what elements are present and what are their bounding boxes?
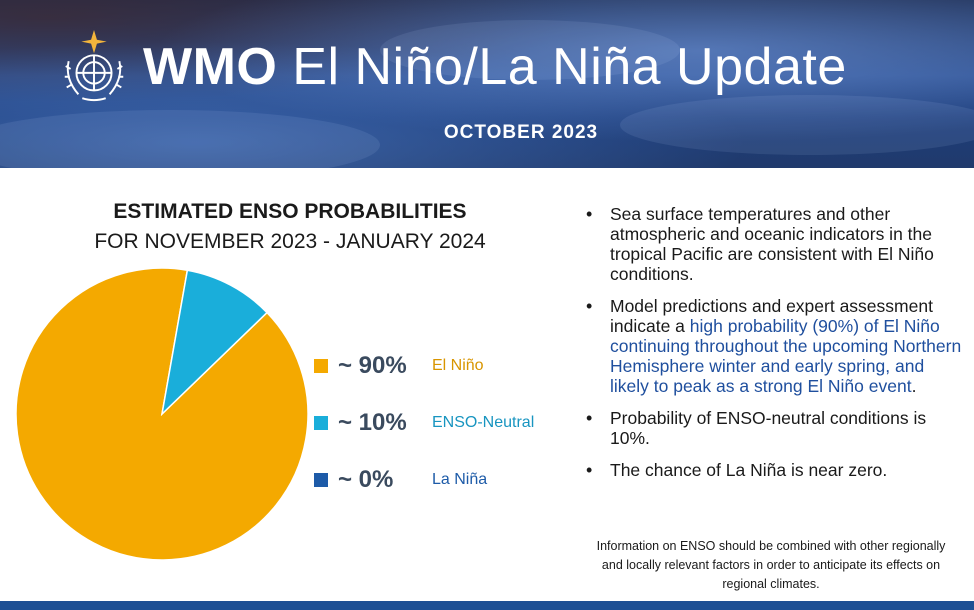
wave-reflection — [620, 95, 974, 155]
legend-swatch — [314, 473, 328, 487]
wave-reflection — [380, 20, 680, 80]
legend-item: ~ 10% ENSO-Neutral — [314, 409, 534, 437]
pie-slice-enso-neutral — [160, 269, 269, 417]
legend-item: ~ 90% El Niño — [314, 352, 484, 380]
legend-label: La Niña — [432, 471, 488, 488]
wave-reflection — [0, 110, 380, 168]
bullet-text: Probability of ENSO-neutral conditions i… — [610, 408, 927, 448]
header-title-row: WMO El Niño/La Niña Update — [55, 22, 847, 112]
bullet-text-pre: Model predictions and expert assessment … — [610, 296, 933, 336]
legend-label: El Niño — [432, 357, 484, 374]
bullet-item: Sea surface temperatures and other atmos… — [586, 204, 962, 284]
legend-value: ~ 90% — [338, 352, 407, 379]
key-points-list: Sea surface temperatures and other atmos… — [586, 204, 962, 492]
legend-swatch — [314, 416, 328, 430]
legend-value: ~ 0% — [338, 466, 394, 493]
bullet-item: Model predictions and expert assessment … — [586, 296, 962, 396]
legend-swatch — [314, 359, 328, 373]
header-banner: WMO El Niño/La Niña Update OCTOBER 2023 — [0, 0, 974, 168]
bullet-text-post: . — [911, 376, 917, 396]
title-wmo: WMO — [143, 38, 278, 96]
footnote: Information on ENSO should be combined w… — [596, 539, 946, 591]
page-title: WMO El Niño/La Niña Update — [143, 37, 847, 97]
enso-pie-chart — [15, 267, 309, 561]
legend-item: ~ 0% La Niña — [314, 466, 487, 494]
legend-value: ~ 10% — [338, 409, 407, 436]
legend-label: ENSO-Neutral — [432, 414, 535, 431]
bullet-item: Probability of ENSO-neutral conditions i… — [586, 408, 962, 448]
wmo-emblem-icon — [64, 29, 124, 102]
title-update: El Niño/La Niña Update — [292, 38, 847, 96]
issue-date: OCTOBER 2023 — [443, 122, 599, 143]
chart-title: ESTIMATED ENSO PROBABILITIES — [113, 200, 467, 223]
bullet-highlight: high probability (90%) of El Niño contin… — [610, 316, 962, 396]
bullet-text: The chance of La Niña is near zero. — [610, 460, 888, 480]
bullet-text: Sea surface temperatures and other atmos… — [610, 204, 934, 284]
bullet-item: The chance of La Niña is near zero. — [586, 460, 962, 480]
bottom-bar — [0, 601, 974, 610]
chart-subtitle: FOR NOVEMBER 2023 - JANUARY 2024 — [94, 230, 486, 253]
